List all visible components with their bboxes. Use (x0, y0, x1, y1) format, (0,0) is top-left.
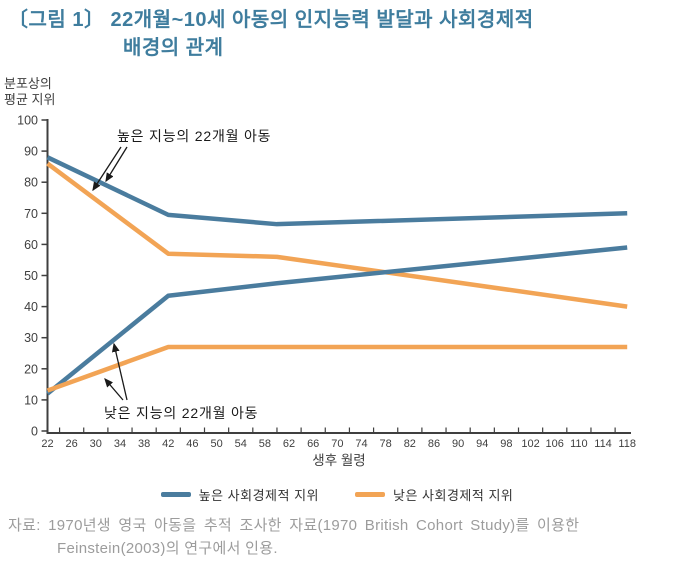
y-tick-label: 0 (31, 425, 38, 439)
legend-item-high-ses: 높은 사회경제적 지위 (160, 485, 319, 504)
x-tick-label: 118 (618, 438, 636, 450)
x-tick-label: 86 (428, 438, 440, 450)
annotation-arrow (105, 146, 128, 183)
y-tick-label: 100 (17, 114, 38, 128)
annotation-arrow (92, 146, 122, 192)
y-tick-label: 70 (24, 207, 38, 221)
y-tick-label: 80 (24, 176, 38, 190)
series-line (46, 245, 628, 396)
x-tick-label: 42 (162, 438, 174, 450)
x-tick-label: 26 (66, 438, 78, 450)
y-axis-title: 분포상의 (4, 76, 52, 91)
y-tick-label: 90 (24, 145, 38, 159)
figure-title-line2: 배경의 관계 (123, 37, 224, 59)
y-tick-label: 40 (24, 300, 38, 314)
figure-title-line1: 〔그림 1〕 22개월~10세 아동의 인지능력 발달과 사회경제적 (8, 9, 534, 31)
y-tick-label: 20 (24, 362, 38, 376)
x-tick-label: 70 (331, 438, 343, 450)
legend-swatch-low-ses (355, 492, 385, 497)
series-line (46, 155, 628, 227)
x-tick-label: 46 (186, 438, 198, 450)
x-tick-label: 90 (452, 438, 464, 450)
y-tick-label: 30 (24, 331, 38, 345)
x-tick-label: 106 (546, 438, 564, 450)
figure-title: 〔그림 1〕 22개월~10세 아동의 인지능력 발달과 사회경제적 배경의 관… (8, 6, 534, 62)
x-tick-label: 34 (114, 438, 126, 450)
x-tick-label: 78 (380, 438, 392, 450)
y-axis-title: 평균 지위 (4, 92, 55, 107)
x-tick-label: 94 (476, 438, 488, 450)
y-tick-label: 50 (24, 269, 38, 283)
x-tick-label: 98 (500, 438, 512, 450)
y-tick-label: 60 (24, 238, 38, 252)
legend-item-low-ses: 낮은 사회경제적 지위 (355, 485, 513, 504)
source-note: 자료: 1970년생 영국 아동을 추적 조사한 자료(1970 British… (8, 514, 668, 560)
source-line1: 자료: 1970년생 영국 아동을 추적 조사한 자료(1970 British… (8, 514, 668, 537)
x-tick-label: 58 (259, 438, 271, 450)
x-tick-label: 82 (404, 438, 416, 450)
series-line (46, 344, 628, 393)
chart-legend: 높은 사회경제적 지위 낮은 사회경제적 지위 (0, 485, 674, 504)
x-axis-title: 생후 월령 (312, 453, 365, 468)
x-tick-label: 102 (521, 438, 539, 450)
annotation-text: 높은 지능의 22개월 아동 (117, 128, 271, 144)
series-line (46, 161, 628, 309)
legend-label-low-ses: 낮은 사회경제적 지위 (393, 488, 514, 503)
cognitive-development-line-chart: 0 10 20 30 40 50 60 70 80 90 100 22 26 30 34 38 42 46 50 54… (4, 76, 636, 468)
x-tick-label: 114 (594, 438, 612, 450)
x-tick-label: 74 (355, 438, 367, 450)
annotation-arrow (104, 378, 124, 401)
x-tick-label: 50 (210, 438, 222, 450)
source-label: 자료: (8, 517, 41, 534)
legend-swatch-high-ses (160, 492, 191, 497)
x-tick-label: 62 (283, 438, 295, 450)
x-tick-label: 110 (570, 438, 588, 450)
source-text-line2: Feinstein(2003)의 연구에서 인용. (57, 540, 278, 557)
x-tick-label: 22 (41, 438, 53, 450)
annotation-text: 낮은 지능의 22개월 아동 (104, 405, 258, 421)
x-tick-label: 54 (235, 438, 247, 450)
source-text-line1: 1970년생 영국 아동을 추적 조사한 자료(1970 British Coh… (48, 517, 580, 534)
legend-label-high-ses: 높은 사회경제적 지위 (198, 488, 319, 503)
x-tick-label: 66 (307, 438, 319, 450)
x-tick-label: 30 (90, 438, 102, 450)
annotation-arrow (111, 342, 128, 401)
y-tick-label: 10 (24, 393, 38, 407)
x-tick-label: 38 (138, 438, 150, 450)
